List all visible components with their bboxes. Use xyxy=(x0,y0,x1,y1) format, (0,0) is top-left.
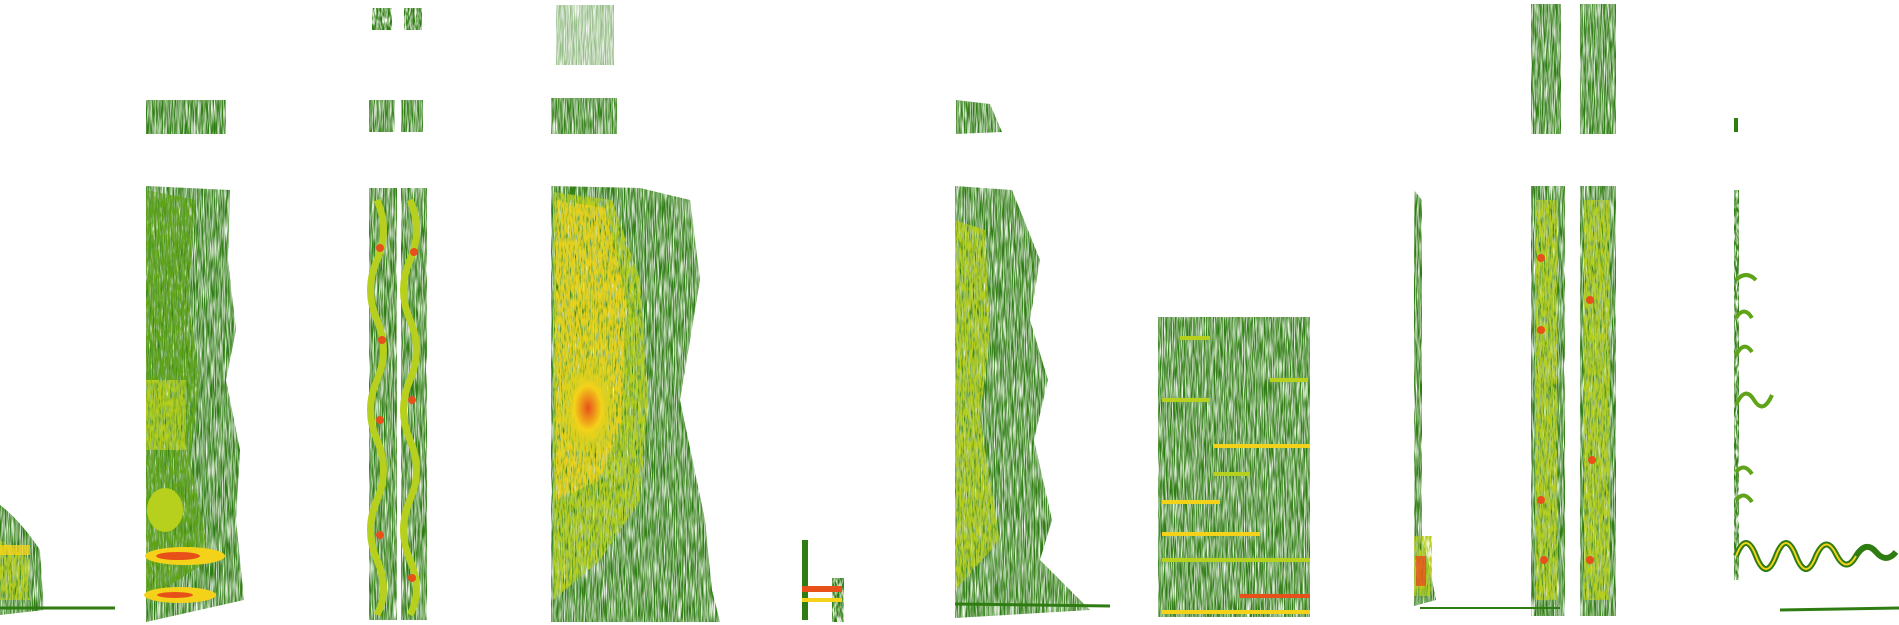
sound-event-noisy-decay xyxy=(954,100,1111,618)
sound-event-soft-low-burst xyxy=(0,505,115,615)
sound-event-thin-vertical-click xyxy=(1414,190,1560,609)
sound-event-broadband-noise xyxy=(551,5,720,622)
sound-event-warbling-whistle xyxy=(1733,118,1899,612)
sound-event-harmonic-stack xyxy=(144,100,244,622)
sound-event-tonal-steps-in-noise xyxy=(1158,317,1310,617)
sound-event-paired-chirp-trains xyxy=(1531,4,1616,616)
sound-event-short-low-tone xyxy=(802,540,844,622)
sound-event-paired-modulated-calls xyxy=(367,8,427,620)
